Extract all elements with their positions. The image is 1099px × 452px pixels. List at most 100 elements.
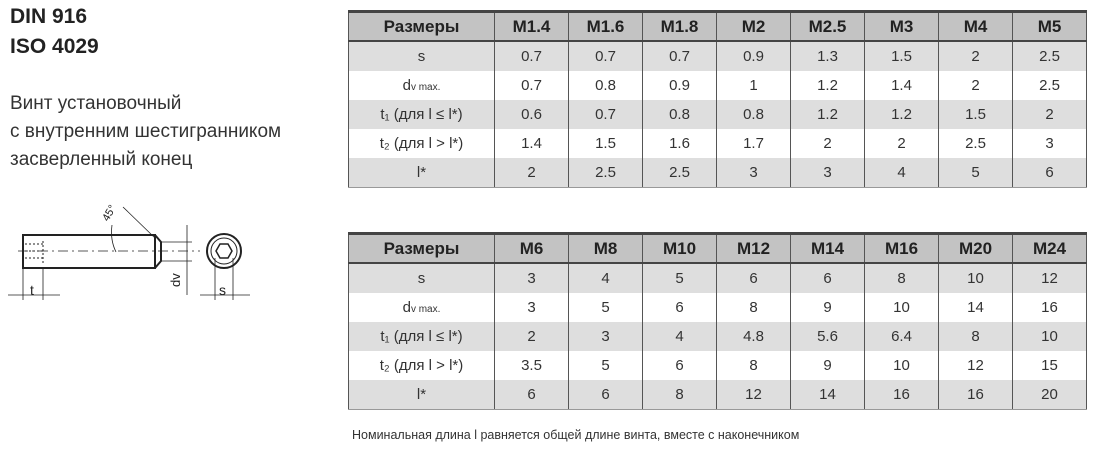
row-label-text: t₂ (для l > l*) [379,135,464,152]
description-line: засверленный конец [10,149,193,170]
table-cell: 0.8 [642,100,717,129]
table-cell: 2.5 [1012,71,1087,100]
table-cell: 14 [790,380,865,410]
table-cell: 3 [790,158,865,188]
table-cell: 5 [568,293,643,322]
size-header: M5 [1012,10,1087,42]
table-cell: 16 [1012,293,1087,322]
standard-title: DIN 916 ISO 4029 [10,2,99,62]
table-cell: 4 [864,158,939,188]
table-cell: 8 [716,293,791,322]
table-cell: 8 [642,380,717,410]
s-label: s [219,282,226,298]
row-label: t₂ (для l > l*) [348,351,495,380]
row-label-text: s [417,48,426,65]
table-cell: 6 [1012,158,1087,188]
dimensions-header: Размеры [348,10,495,42]
table-cell: 4.8 [716,322,791,351]
size-header: M6 [494,232,569,264]
row-label-sub: v max. [410,82,441,93]
row-label-sub: v max. [410,304,441,315]
table-cell: 3 [568,322,643,351]
table-cell: 10 [1012,322,1087,351]
table-cell: 10 [938,263,1013,293]
size-header: M3 [864,10,939,42]
table-cell: 2 [864,129,939,158]
table-cell: 0.8 [568,71,643,100]
table-cell: 6 [494,380,569,410]
table-cell: 0.7 [642,41,717,71]
row-label-text: t₂ (для l > l*) [379,357,464,374]
table-cell: 6.4 [864,322,939,351]
table-cell: 20 [1012,380,1087,410]
table-row: t₂ (для l > l*) 1.4 1.5 1.6 1.7 2 2 2.5 3 [348,129,1087,158]
screw-drawing: 45° dv t s [8,203,250,300]
table-cell: 2 [1012,100,1087,129]
table-cell: 1.5 [864,41,939,71]
dimensions-header: Размеры [348,232,495,264]
table-cell: 6 [642,351,717,380]
table-cell: 1.2 [790,71,865,100]
table-row: t₁ (для l ≤ l*) 0.6 0.7 0.8 0.8 1.2 1.2 1.5 2 [348,100,1087,129]
size-header: M1.4 [494,10,569,42]
size-header: M16 [864,232,939,264]
row-label: s [348,263,495,293]
product-description: Винт установочный с внутренним шестигран… [10,90,281,174]
table-cell: 6 [568,380,643,410]
table-cell: 1.2 [790,100,865,129]
table-cell: 1.7 [716,129,791,158]
row-label: l* [348,380,495,410]
table-cell: 2 [938,41,1013,71]
table-cell: 3 [494,263,569,293]
table-row: l* 2 2.5 2.5 3 3 4 5 6 [348,158,1087,188]
table-cell: 16 [864,380,939,410]
din-label: DIN 916 [10,5,88,28]
table-cell: 2.5 [938,129,1013,158]
table-cell: 1 [716,71,791,100]
row-label-text: d [402,77,411,94]
table-cell: 3 [494,293,569,322]
size-header: M10 [642,232,717,264]
table-cell: 6 [716,263,791,293]
size-header: M12 [716,232,791,264]
dimensions-table-large: Размеры M6 M8 M10 M12 M14 M16 M20 M24 s 3 4 5 6 6 8 10 12… [348,232,1087,410]
size-header: M2 [716,10,791,42]
table-row: l* 6 6 8 12 14 16 16 20 [348,380,1087,410]
table-cell: 0.7 [568,100,643,129]
table-cell: 0.9 [642,71,717,100]
table-cell: 16 [938,380,1013,410]
table-cell: 1.5 [938,100,1013,129]
row-label: t₂ (для l > l*) [348,129,495,158]
table-cell: 4 [642,322,717,351]
table-cell: 0.7 [568,41,643,71]
table-cell: 2.5 [642,158,717,188]
row-label: dv max. [348,71,495,100]
table-cell: 1.4 [864,71,939,100]
table-row: dv max. 3 5 6 8 9 10 14 16 [348,293,1087,322]
size-header: M4 [938,10,1013,42]
table-cell: 8 [938,322,1013,351]
table-cell: 0.7 [494,71,569,100]
table-cell: 5 [568,351,643,380]
table-cell: 6 [790,263,865,293]
table-cell: 2 [790,129,865,158]
table-cell: 2 [494,158,569,188]
table-cell: 8 [864,263,939,293]
table-cell: 3 [716,158,791,188]
table-cell: 5 [938,158,1013,188]
size-header: M24 [1012,232,1087,264]
table-cell: 0.8 [716,100,791,129]
table-cell: 5 [642,263,717,293]
table-cell: 4 [568,263,643,293]
table-cell: 2.5 [568,158,643,188]
table-cell: 2 [938,71,1013,100]
table-cell: 2.5 [1012,41,1087,71]
angle-label: 45° [100,203,119,223]
table-row: s 3 4 5 6 6 8 10 12 [348,263,1087,293]
row-label-text: t₁ (для l ≤ l*) [380,328,463,345]
table-cell: 3 [1012,129,1087,158]
iso-label: ISO 4029 [10,35,99,58]
table-cell: 0.6 [494,100,569,129]
table-cell: 12 [716,380,791,410]
table-cell: 0.9 [716,41,791,71]
